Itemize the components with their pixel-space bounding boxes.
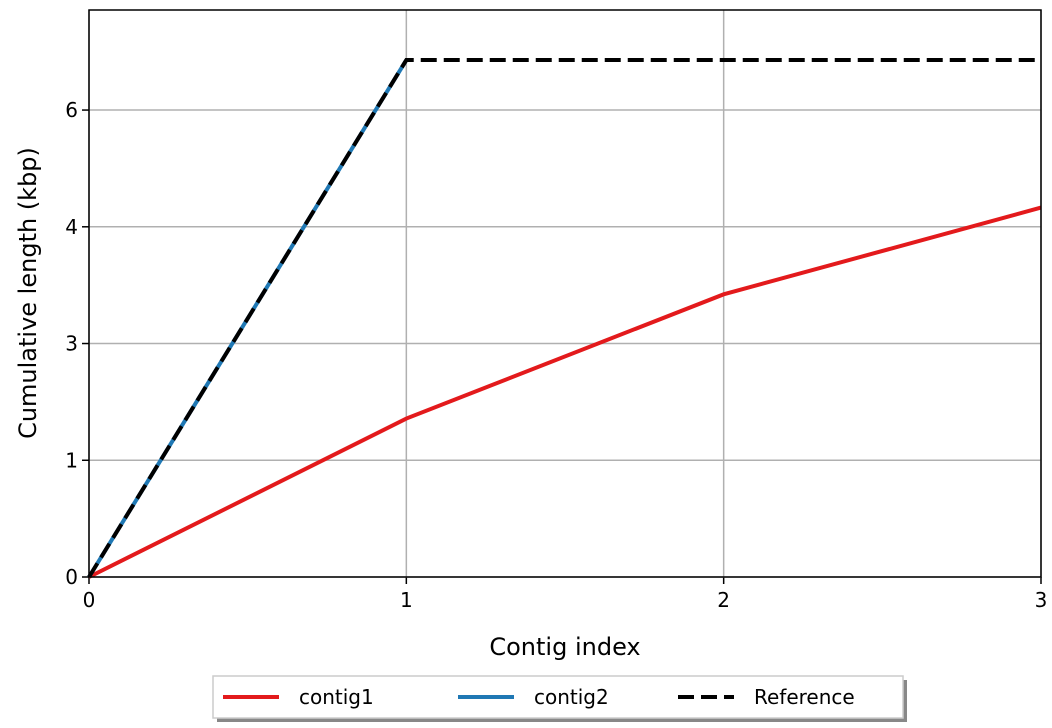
y-tick-label: 6 (65, 98, 78, 122)
y-tick-label: 4 (65, 215, 78, 239)
legend-label: contig1 (299, 685, 374, 709)
y-tick-label: 3 (65, 332, 78, 356)
x-tick-label: 1 (400, 588, 413, 612)
x-tick-label: 2 (717, 588, 730, 612)
x-tick-label: 3 (1035, 588, 1048, 612)
legend-label: Reference (754, 685, 855, 709)
line-series (88, 205, 1042, 579)
plot-frame (88, 9, 1042, 578)
y-tick-label: 1 (65, 448, 78, 472)
y-axis-label: Cumulative length (kbp) (14, 147, 42, 439)
line-series (87, 58, 1041, 579)
x-tick-label: 0 (83, 588, 96, 612)
legend-box (212, 675, 904, 719)
x-axis-label: Contig index (489, 633, 640, 661)
y-tick-label: 0 (65, 565, 78, 589)
legend-label: contig2 (534, 685, 609, 709)
